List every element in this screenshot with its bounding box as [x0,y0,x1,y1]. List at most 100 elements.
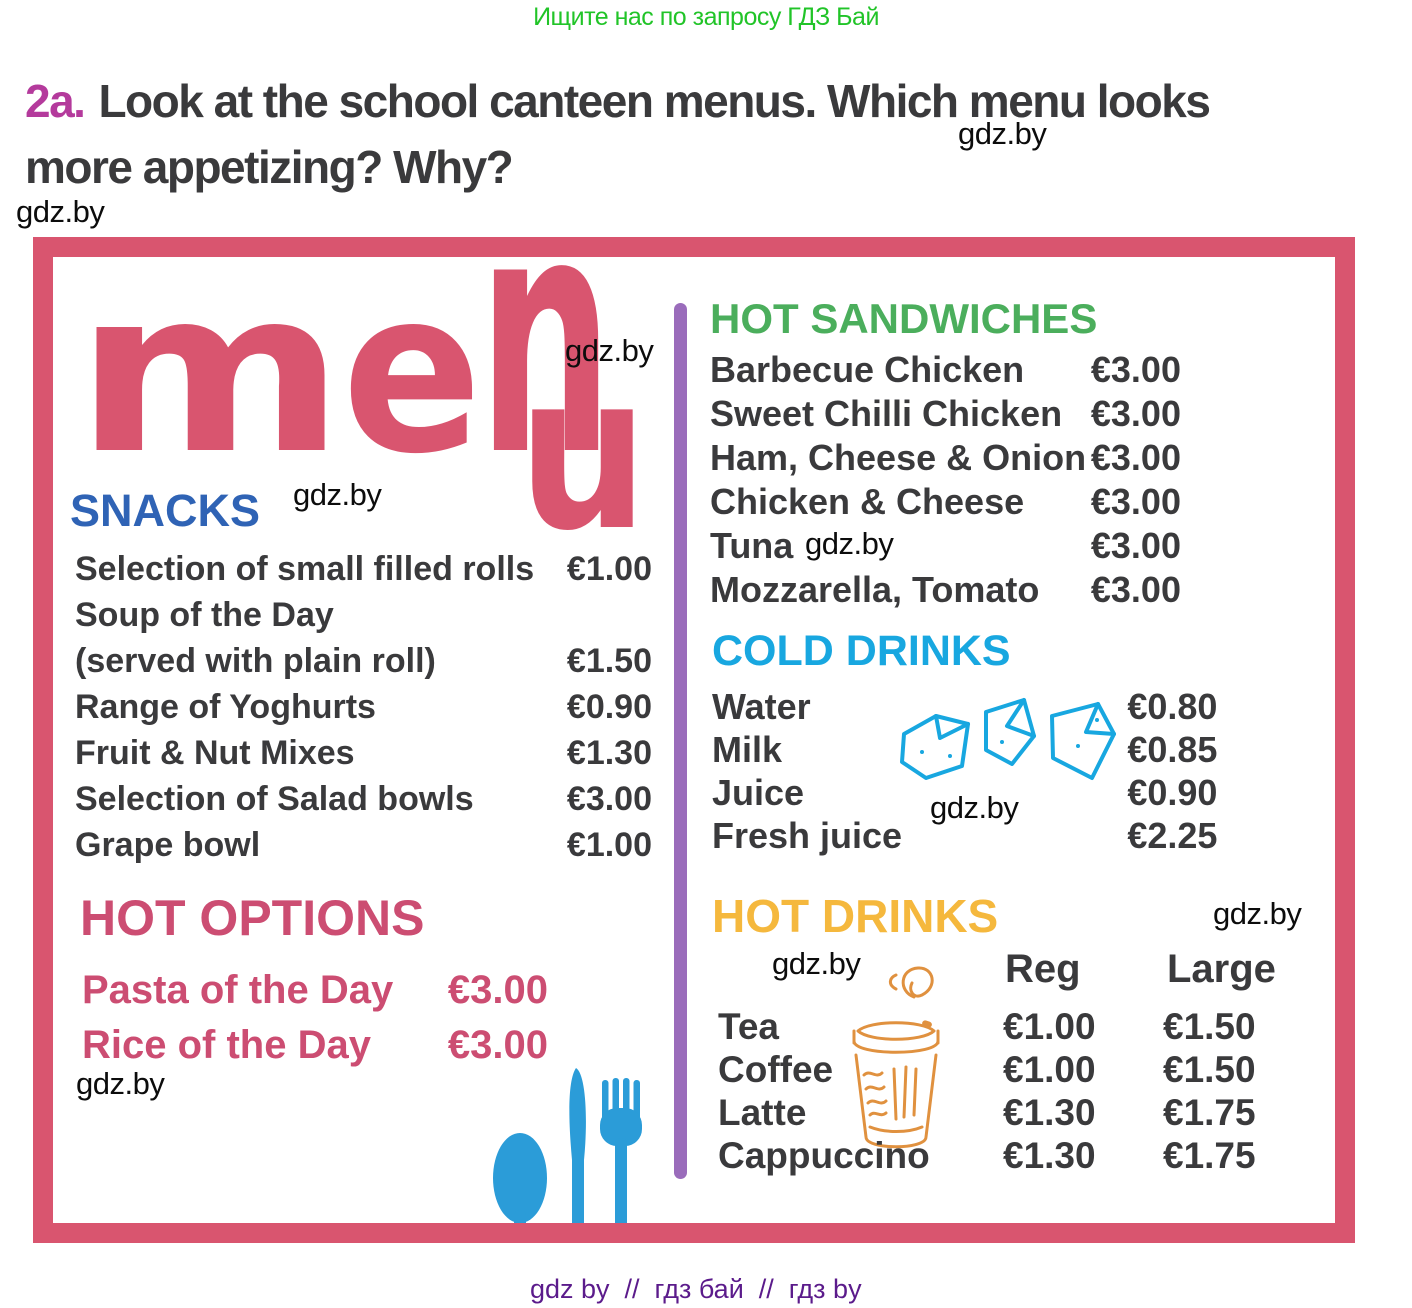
menu-item-row: Selection of Salad bowls €3.00 [75,776,652,822]
item-name: Juice [712,772,805,813]
hot-drinks-list: Tea €1.00 €1.50 Coffee €1.00 €1.50 Latte… [718,1005,1278,1177]
item-name: Pasta of the Day [82,968,394,1012]
menu-item-row: Chicken & Cheese €3.00 [710,480,1182,524]
item-price-large: €1.50 [1163,1049,1256,1090]
item-price-large: €1.75 [1163,1092,1256,1133]
coffee-cup-icon [852,966,940,1149]
watermark: gdz.by [930,790,1019,825]
item-name: Barbecue Chicken [710,349,1025,390]
cold-drinks-title: COLD DRINKS [712,627,1011,675]
item-name: Milk [712,729,783,770]
hot-drinks-col-reg: Reg [1005,947,1081,991]
item-price-reg: €1.00 [1003,1006,1096,1047]
item-price-reg: €1.30 [1003,1135,1096,1176]
item-price: €0.90 [566,688,652,726]
cutlery-icon [493,1068,642,1223]
menu-item-row: Ham, Cheese & Onion €3.00 [710,436,1182,480]
cold-drinks-list: Water €0.80 Milk €0.85 Juice €0.90 Fresh… [712,685,1218,857]
menu-item-row: Soup of the Day [75,592,652,638]
item-name: Selection of Salad bowls [75,780,474,818]
svg-text:n: n [478,265,613,528]
item-price: €0.80 [1127,686,1218,727]
item-name: Mozzarella, Tomato [710,569,1040,610]
menu-item-row: Barbecue Chicken €3.00 [710,348,1182,392]
item-name: Fruit & Nut Mixes [75,734,355,772]
item-name: Soup of the Day [75,596,334,634]
item-price-reg: €1.30 [1003,1092,1096,1133]
item-name: Coffee [718,1049,834,1090]
column-divider [674,303,687,1179]
svg-text:e: e [342,265,482,504]
menu-item-row: Rice of the Day €3.00 [82,1018,548,1073]
ice-cubes-icon [900,698,1116,780]
menu-item-row: Fresh juice €2.25 [712,814,1218,857]
item-name: Tuna [710,525,794,566]
watermark: gdz.by [958,116,1047,151]
item-name: Grape bowl [75,826,261,864]
menu-item-row: Juice €0.90 [712,771,1218,814]
item-name: Sweet Chilli Chicken [710,393,1063,434]
watermark: gdz.by [1213,896,1302,931]
item-name: Selection of small filled rolls [75,550,535,588]
menu-item-row: Mozzarella, Tomato €3.00 [710,568,1182,612]
menu-item-row: Cappuccino €1.30 €1.75 [718,1134,1278,1177]
item-price: €3.00 [566,780,652,818]
menu-item-row: Latte €1.30 €1.75 [718,1091,1278,1134]
menu-item-row: Sweet Chilli Chicken €3.00 [710,392,1182,436]
item-name: Fresh juice [712,815,903,856]
menu-logo: m e n u [75,265,648,565]
footer-watermark: gdz by // гдз бай // гдз by [530,1274,862,1304]
watermark: gdz.by [16,194,105,229]
menu-item-row: Coffee €1.00 €1.50 [718,1048,1278,1091]
item-price: €3.00 [1090,349,1181,390]
item-price-large: €1.50 [1163,1006,1256,1047]
menu-item-row: Tea €1.00 €1.50 [718,1005,1278,1048]
hot-options-title: HOT OPTIONS [80,890,425,946]
exercise-text-line1: Look at the school canteen menus. Which … [98,75,1210,127]
exercise-number: 2a. [25,75,86,127]
item-price: €1.50 [566,642,652,680]
item-price: €3.00 [1090,437,1181,478]
site-tagline: Ищите нас по запросу ГДЗ Бай [533,3,879,31]
watermark: gdz.by [76,1066,165,1101]
watermark: gdz.by [805,526,894,561]
menu-item-row: Tuna €3.00 [710,524,1182,568]
item-price: €3.00 [1090,481,1181,522]
watermark: gdz.by [565,333,654,368]
hot-options-list: Pasta of the Day €3.00 Rice of the Day €… [82,963,548,1073]
item-name: (served with plain roll) [75,642,436,680]
item-name: Ham, Cheese & Onion [710,437,1087,478]
snacks-title: SNACKS [70,485,261,536]
watermark: gdz.by [293,477,382,512]
exercise-heading: 2a. Look at the school canteen menus. Whi… [25,68,1395,200]
watermark: gdz.by [772,946,861,981]
hot-drinks-col-large: Large [1167,947,1276,991]
item-price: €3.00 [1090,393,1181,434]
item-price-reg: €1.00 [1003,1049,1096,1090]
item-price: €0.85 [1127,729,1218,770]
item-name: Rice of the Day [82,1023,371,1067]
item-price: €3.00 [1090,525,1181,566]
snacks-list: Selection of small filled rolls €1.00 So… [75,546,652,868]
menu-item-row: Pasta of the Day €3.00 [82,963,548,1018]
item-price: €3.00 [1090,569,1181,610]
item-name: Tea [718,1006,780,1047]
hot-drinks-title: HOT DRINKS [712,890,999,942]
item-name: Range of Yoghurts [75,688,376,726]
hot-sandwiches-title: HOT SANDWICHES [710,295,1098,342]
item-name: Latte [718,1092,807,1133]
menu-item-row: (served with plain roll) €1.50 [75,638,652,684]
exercise-text-line2: more appetizing? Why? [25,141,514,193]
item-price: €3.00 [447,968,548,1012]
menu-item-row: Milk €0.85 [712,728,1218,771]
item-price-large: €1.75 [1163,1135,1256,1176]
menu-poster: m e n u gdz.by gdz.by SNACKS Selection o… [33,237,1355,1243]
item-name: Cappuccino [718,1135,930,1176]
menu-item-row: Fruit & Nut Mixes €1.30 [75,730,652,776]
menu-item-row: Range of Yoghurts €0.90 [75,684,652,730]
svg-text:m: m [75,265,345,504]
menu-item-row: Water €0.80 [712,685,1218,728]
item-price: €1.00 [566,826,652,864]
menu-item-row: Grape bowl €1.00 [75,822,652,868]
